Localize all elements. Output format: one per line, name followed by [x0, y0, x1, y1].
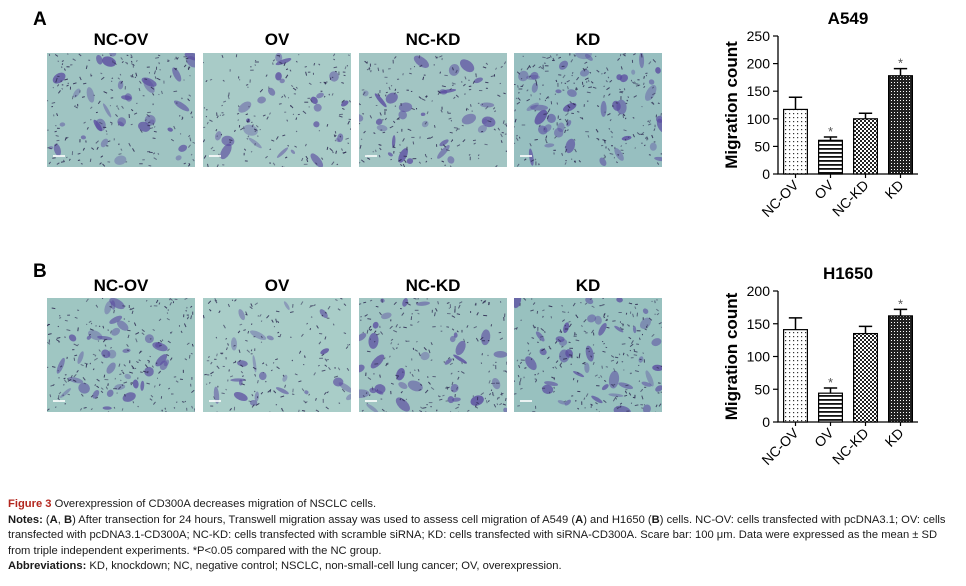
figure-label: Figure 3	[8, 498, 52, 510]
bar-chart-h1650: H1650 Migration count 0 50 100 150 200 NC-OV * OV…	[680, 255, 960, 495]
error-bar	[788, 96, 803, 110]
error-bar	[823, 136, 838, 141]
image-label-a-ov: OV	[264, 30, 290, 49]
micrograph-a-nc-kd	[359, 53, 507, 167]
notes-heading: Notes:	[8, 513, 43, 526]
y-axis-label: Migration count	[722, 292, 741, 420]
notes-ref-a: A	[575, 513, 584, 526]
y-tick-label: 200	[747, 56, 771, 72]
x-tick-label: OV	[811, 176, 837, 202]
y-tick-label: 150	[747, 83, 771, 99]
y-tick-label: 250	[747, 28, 771, 44]
bar	[818, 392, 844, 423]
abbreviations-text: KD, knockdown; NC, negative control; NSC…	[86, 560, 562, 573]
error-bar	[858, 325, 873, 334]
error-bar	[823, 387, 838, 394]
x-tick-label: KD	[882, 425, 907, 450]
micrograph-b-kd	[514, 298, 662, 412]
caption-title-line: Figure 3 Overexpression of CD300A decrea…	[8, 497, 960, 513]
image-label-b-nc-kd: NC-KD	[405, 276, 461, 295]
bar	[782, 329, 808, 423]
figure-title: Overexpression of CD300A decreases migra…	[51, 498, 377, 510]
image-label-a-kd: KD	[575, 30, 601, 49]
notes-text: ) and H1650 (	[583, 513, 652, 526]
y-tick-label: 150	[747, 316, 771, 332]
y-axis-label: Migration count	[722, 41, 741, 169]
caption-notes: Notes: (A, B) After transection for 24 h…	[8, 513, 960, 560]
bar	[888, 75, 914, 175]
bar	[888, 315, 914, 423]
error-bar	[893, 67, 908, 76]
significance-mark: *	[898, 296, 903, 311]
micrograph-a-ov	[203, 53, 351, 167]
chart-title: A549	[828, 9, 869, 28]
notes-text: ) After transection for 24 hours, Transw…	[72, 513, 576, 526]
micrograph-b-nc-kd	[359, 298, 507, 412]
x-tick-label: OV	[811, 424, 837, 450]
image-label-b-kd: KD	[575, 276, 601, 295]
bar-chart-a549: A549 Migration count 0 50 100 150 200 250 NC-OV *…	[680, 0, 960, 250]
caption-abbreviations: Abbreviations: KD, knockdown; NC, negati…	[8, 559, 960, 575]
notes-ref-b: B	[63, 513, 73, 526]
bar	[818, 139, 844, 175]
micrograph-a-nc-ov	[47, 53, 195, 167]
micrograph-b-nc-ov	[47, 298, 195, 412]
bar	[853, 332, 879, 423]
figure-caption: Figure 3 Overexpression of CD300A decrea…	[8, 497, 960, 575]
y-tick-label: 50	[754, 381, 770, 397]
micrograph-a-kd	[514, 53, 662, 167]
notes-ref-a: A	[49, 513, 58, 526]
x-tick-label: NC-OV	[758, 176, 802, 220]
abbreviations-heading: Abbreviations:	[8, 560, 87, 573]
y-tick-label: 50	[754, 138, 770, 154]
micrograph-b-ov	[203, 298, 351, 412]
image-label-b-nc-ov: NC-OV	[93, 276, 149, 295]
notes-text: ) cells. NC-OV: cells transfected with p…	[8, 513, 946, 557]
significance-mark: *	[828, 375, 833, 390]
notes-text: (	[42, 513, 50, 526]
y-tick-label: 0	[762, 166, 770, 182]
significance-mark: *	[898, 56, 903, 71]
bar	[782, 108, 808, 175]
x-tick-label: NC-KD	[829, 177, 872, 220]
notes-ref-b: B	[651, 513, 660, 526]
error-bar	[858, 112, 873, 119]
y-tick-label: 0	[762, 414, 770, 430]
x-tick-label: NC-KD	[829, 425, 872, 468]
chart-title: H1650	[823, 264, 873, 283]
x-tick-label: NC-OV	[758, 424, 802, 468]
error-bar	[788, 317, 803, 330]
y-tick-label: 100	[747, 349, 771, 365]
image-label-a-nc-kd: NC-KD	[405, 30, 461, 49]
y-tick-label: 100	[747, 111, 771, 127]
x-tick-label: KD	[882, 177, 907, 202]
panel-letter-a: A	[33, 9, 47, 30]
notes-text: ,	[57, 513, 64, 526]
y-tick-label: 200	[747, 283, 771, 299]
significance-mark: *	[828, 124, 833, 139]
panel-letter-b: B	[33, 261, 47, 282]
bar	[853, 118, 879, 175]
image-label-b-ov: OV	[264, 276, 290, 295]
image-label-a-nc-ov: NC-OV	[93, 30, 149, 49]
error-bar	[893, 308, 908, 316]
